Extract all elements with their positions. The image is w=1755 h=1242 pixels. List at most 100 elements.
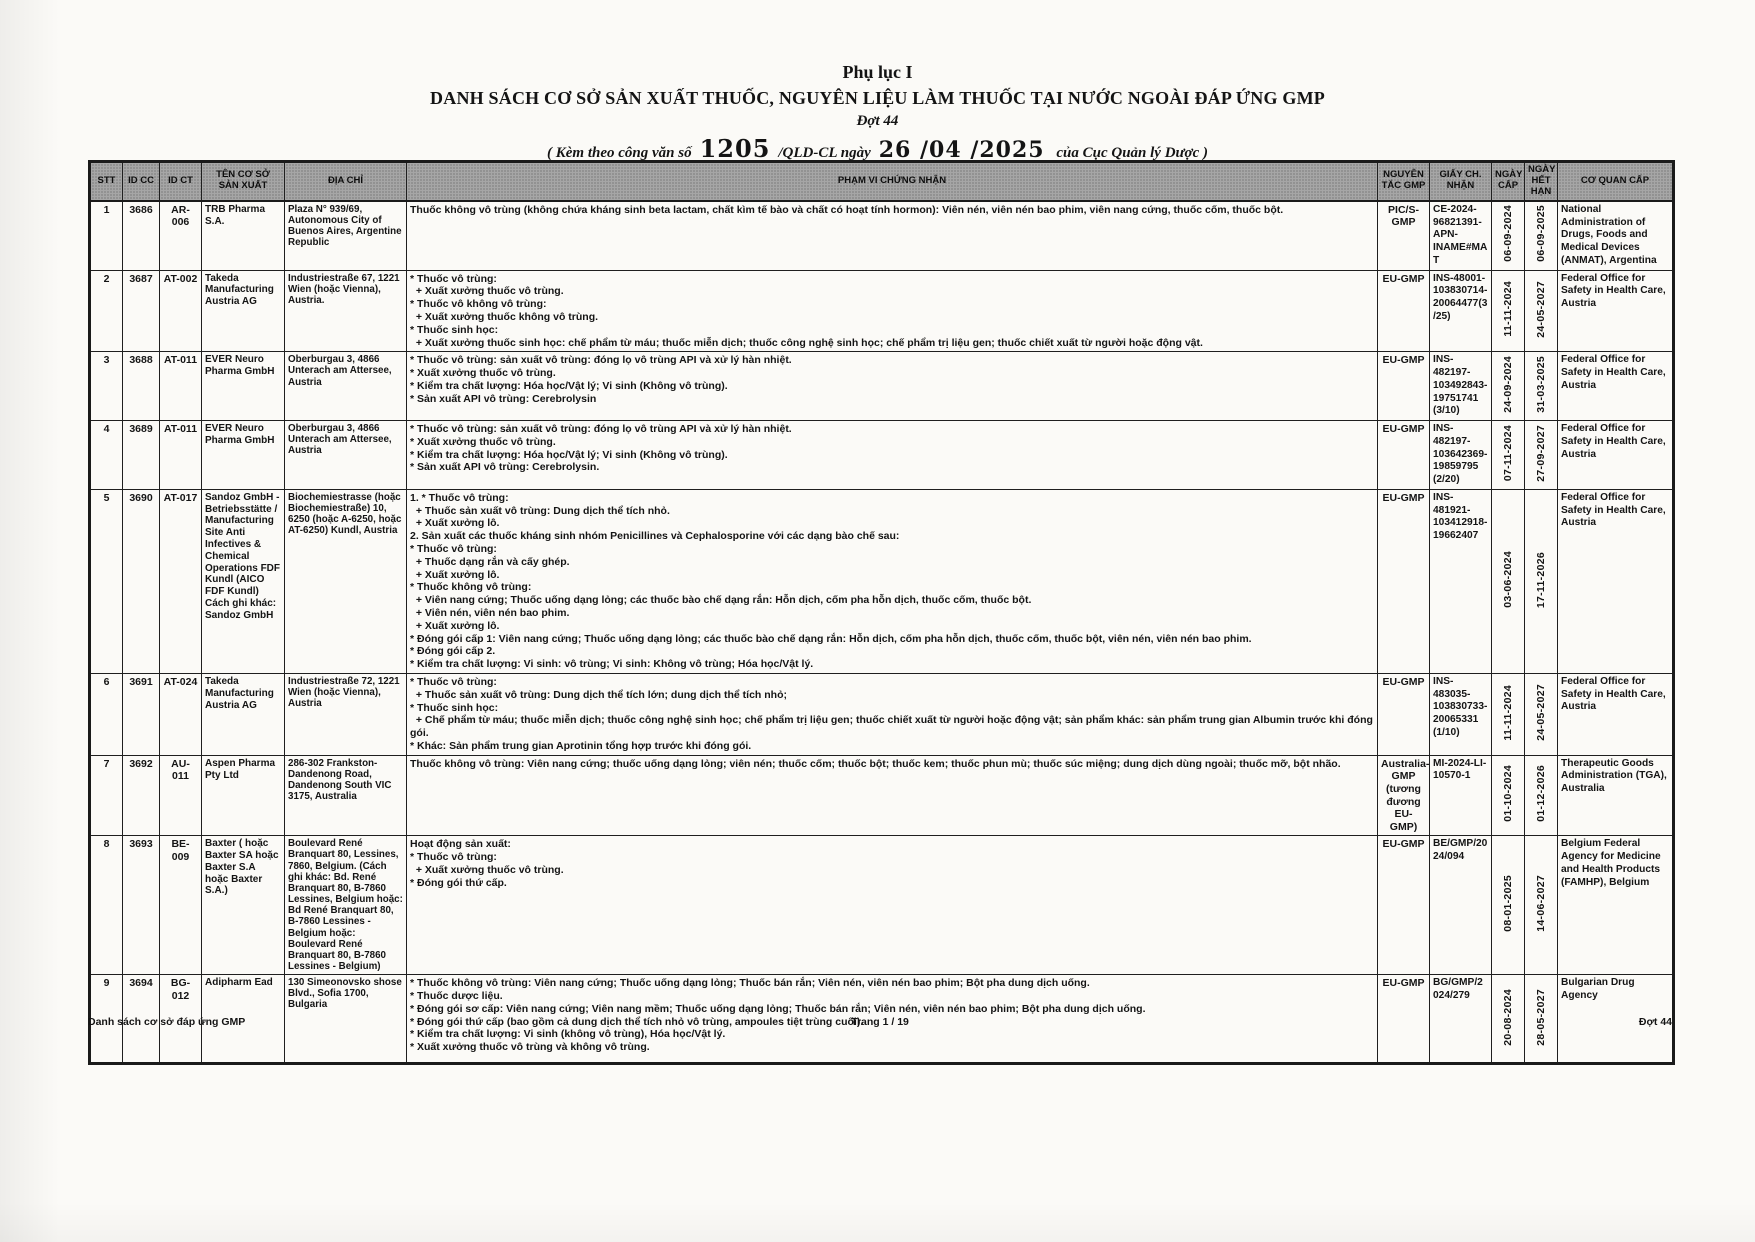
col-header-expiry: NGÀY HẾT HẠN	[1524, 160, 1558, 202]
expiry-date-text: 14-06-2027	[1534, 875, 1547, 932]
cell-id-cc: 3691	[122, 672, 160, 756]
col-header-stt: STT	[89, 160, 123, 202]
table-row: 7 3692 AU-011 Aspen Pharma Pty Ltd 286-3…	[89, 754, 1674, 837]
cell-id-ct: AT-011	[159, 420, 202, 490]
cell-issuing-authority: Therapeutic Goods Administration (TGA), …	[1557, 754, 1674, 837]
cell-address: Industriestraße 72, 1221 Wien (hoặc Vien…	[284, 672, 407, 756]
cell-id-ct: AT-002	[159, 269, 202, 353]
footer-page-number: Trang 1 / 19	[851, 1016, 909, 1028]
cell-id-ct: AT-011	[159, 351, 202, 422]
col-header-id-ct: ID CT	[159, 160, 202, 202]
cell-expiry-date: 01-12-2026	[1524, 754, 1558, 837]
cell-expiry-date: 24-05-2027	[1524, 672, 1558, 756]
cell-issue-date: 01-10-2024	[1491, 754, 1525, 837]
issue-date-text: 03-06-2024	[1501, 551, 1514, 608]
cell-id-cc: 3686	[122, 200, 160, 271]
cell-certificate-number: INS-481921-103412918-19662407	[1429, 488, 1492, 674]
cell-stt: 4	[89, 420, 123, 490]
cell-gmp-principle: EU-GMP	[1377, 835, 1430, 976]
page-title: DANH SÁCH CƠ SỞ SẢN XUẤT THUỐC, NGUYÊN L…	[430, 88, 1325, 108]
cell-issuing-authority: Federal Office for Safety in Health Care…	[1557, 488, 1674, 674]
cell-issue-date: 08-01-2025	[1491, 835, 1525, 976]
issue-date-text: 11-11-2024	[1501, 684, 1514, 741]
cell-stt: 7	[89, 754, 123, 837]
cell-gmp-principle: EU-GMP	[1377, 420, 1430, 490]
cell-certification-scope: Thuốc không vô trùng (không chứa kháng s…	[406, 200, 1378, 271]
cell-facility-name: TRB Pharma S.A.	[201, 200, 285, 271]
issue-date-text: 24-09-2024	[1501, 356, 1514, 413]
issue-date-text: 08-01-2025	[1501, 875, 1514, 932]
cell-stt: 6	[89, 672, 123, 756]
expiry-date-text: 17-11-2026	[1534, 551, 1547, 608]
cell-certification-scope: * Thuốc vô trùng: + Xuất xưởng thuốc vô …	[406, 269, 1378, 353]
col-header-gmp: NGUYÊN TẮC GMP	[1377, 160, 1430, 202]
cell-issuing-authority: Federal Office for Safety in Health Care…	[1557, 269, 1674, 353]
expiry-date-text: 24-05-2027	[1534, 684, 1547, 741]
col-header-address: ĐỊA CHỈ	[284, 160, 407, 202]
expiry-date-text: 31-03-2025	[1534, 356, 1547, 413]
batch-label: Đợt 44	[856, 113, 899, 129]
cell-stt: 1	[89, 200, 123, 271]
cell-id-ct: AU-011	[159, 754, 202, 837]
cell-facility-name: Aspen Pharma Pty Ltd	[201, 754, 285, 837]
cell-stt: 9	[89, 974, 123, 1065]
expiry-date-text: 27-09-2027	[1534, 424, 1547, 482]
cell-certificate-number: BG/GMP/2024/279	[1429, 974, 1492, 1065]
cell-issue-date: 24-09-2024	[1491, 351, 1525, 422]
cell-id-ct: AT-017	[159, 488, 202, 674]
cell-certification-scope: Thuốc không vô trùng: Viên nang cứng; th…	[406, 754, 1378, 837]
expiry-date-text: 01-12-2026	[1534, 765, 1547, 823]
cell-address: Boulevard René Branquart 80, Lessines, 7…	[284, 835, 407, 976]
cell-stt: 3	[89, 351, 123, 422]
col-header-id-cc: ID CC	[122, 160, 160, 202]
cell-issue-date: 03-06-2024	[1491, 488, 1525, 674]
cell-facility-name: Sandoz GmbH - Betriebsstätte / Manufactu…	[201, 488, 285, 674]
cell-id-cc: 3689	[122, 420, 160, 490]
expiry-date-text: 06-09-2025	[1534, 205, 1547, 263]
expiry-date-text: 24-05-2027	[1534, 280, 1547, 338]
cell-id-ct: BE-009	[159, 835, 202, 976]
cell-certification-scope: * Thuốc vô trùng: + Thuốc sản xuất vô tr…	[406, 672, 1378, 756]
cell-certificate-number: INS-482197-103492843-19751741 (3/10)	[1429, 351, 1492, 422]
appendix-label: Phụ lục I	[842, 62, 913, 82]
cell-issue-date: 06-09-2024	[1491, 200, 1525, 271]
table-row: 3 3688 AT-011 EVER Neuro Pharma GmbH Obe…	[89, 351, 1674, 422]
cell-address: Biochemiestrasse (hoặc Biochemiestraße) …	[284, 488, 407, 674]
cell-facility-name: Takeda Manufacturing Austria AG	[201, 269, 285, 353]
cell-gmp-principle: EU-GMP	[1377, 488, 1430, 674]
document-header: Phụ lục I DANH SÁCH CƠ SỞ SẢN XUẤT THUỐC…	[0, 62, 1755, 169]
cell-expiry-date: 27-09-2027	[1524, 420, 1558, 490]
cell-facility-name: EVER Neuro Pharma GmbH	[201, 351, 285, 422]
col-header-scope: PHẠM VI CHỨNG NHẬN	[406, 160, 1378, 202]
cell-certificate-number: BE/GMP/2024/094	[1429, 835, 1492, 976]
cell-issuing-authority: National Administration of Drugs, Foods …	[1557, 200, 1674, 271]
table-row: 2 3687 AT-002 Takeda Manufacturing Austr…	[89, 269, 1674, 353]
cell-id-cc: 3687	[122, 269, 160, 353]
cell-issuing-authority: Federal Office for Safety in Health Care…	[1557, 351, 1674, 422]
cell-certificate-number: INS-48001-103830714-20064477(3/25)	[1429, 269, 1492, 353]
col-header-name: TÊN CƠ SỞ SẢN XUẤT	[201, 160, 285, 202]
cell-gmp-principle: Australia-GMP (tương đương EU-GMP)	[1377, 754, 1430, 837]
issue-date-text: 06-09-2024	[1501, 205, 1514, 263]
cell-issuing-authority: Bulgarian Drug Agency	[1557, 974, 1674, 1065]
cell-id-cc: 3692	[122, 754, 160, 837]
cell-stt: 8	[89, 835, 123, 976]
issue-date-text: 01-10-2024	[1501, 765, 1514, 823]
cell-gmp-principle: EU-GMP	[1377, 672, 1430, 756]
table-header-row: STT ID CC ID CT TÊN CƠ SỞ SẢN XUẤT ĐỊA C…	[89, 160, 1674, 202]
col-header-issued: NGÀY CẤP	[1491, 160, 1525, 202]
cell-issue-date: 07-11-2024	[1491, 420, 1525, 490]
table-row: 4 3689 AT-011 EVER Neuro Pharma GmbH Obe…	[89, 420, 1674, 490]
cell-certificate-number: INS-483035-103830733-20065331 (1/10)	[1429, 672, 1492, 756]
cell-certificate-number: INS-482197-103642369-19859795 (2/20)	[1429, 420, 1492, 490]
cell-id-cc: 3693	[122, 835, 160, 976]
cell-stt: 2	[89, 269, 123, 353]
cell-issue-date: 11-11-2024	[1491, 672, 1525, 756]
cell-stt: 5	[89, 488, 123, 674]
document-date: 26 /04 /2025	[878, 137, 1045, 163]
cell-address: Industriestraße 67, 1221 Wien (hoặc Vien…	[284, 269, 407, 353]
cell-certificate-number: CE-2024-96821391-APN-INAME#MAT	[1429, 200, 1492, 271]
cell-certification-scope: 1. * Thuốc vô trùng: + Thuốc sản xuất vô…	[406, 488, 1378, 674]
footer-left-text: Danh sách cơ sở đáp ứng GMP	[88, 1016, 246, 1028]
cell-gmp-principle: EU-GMP	[1377, 269, 1430, 353]
